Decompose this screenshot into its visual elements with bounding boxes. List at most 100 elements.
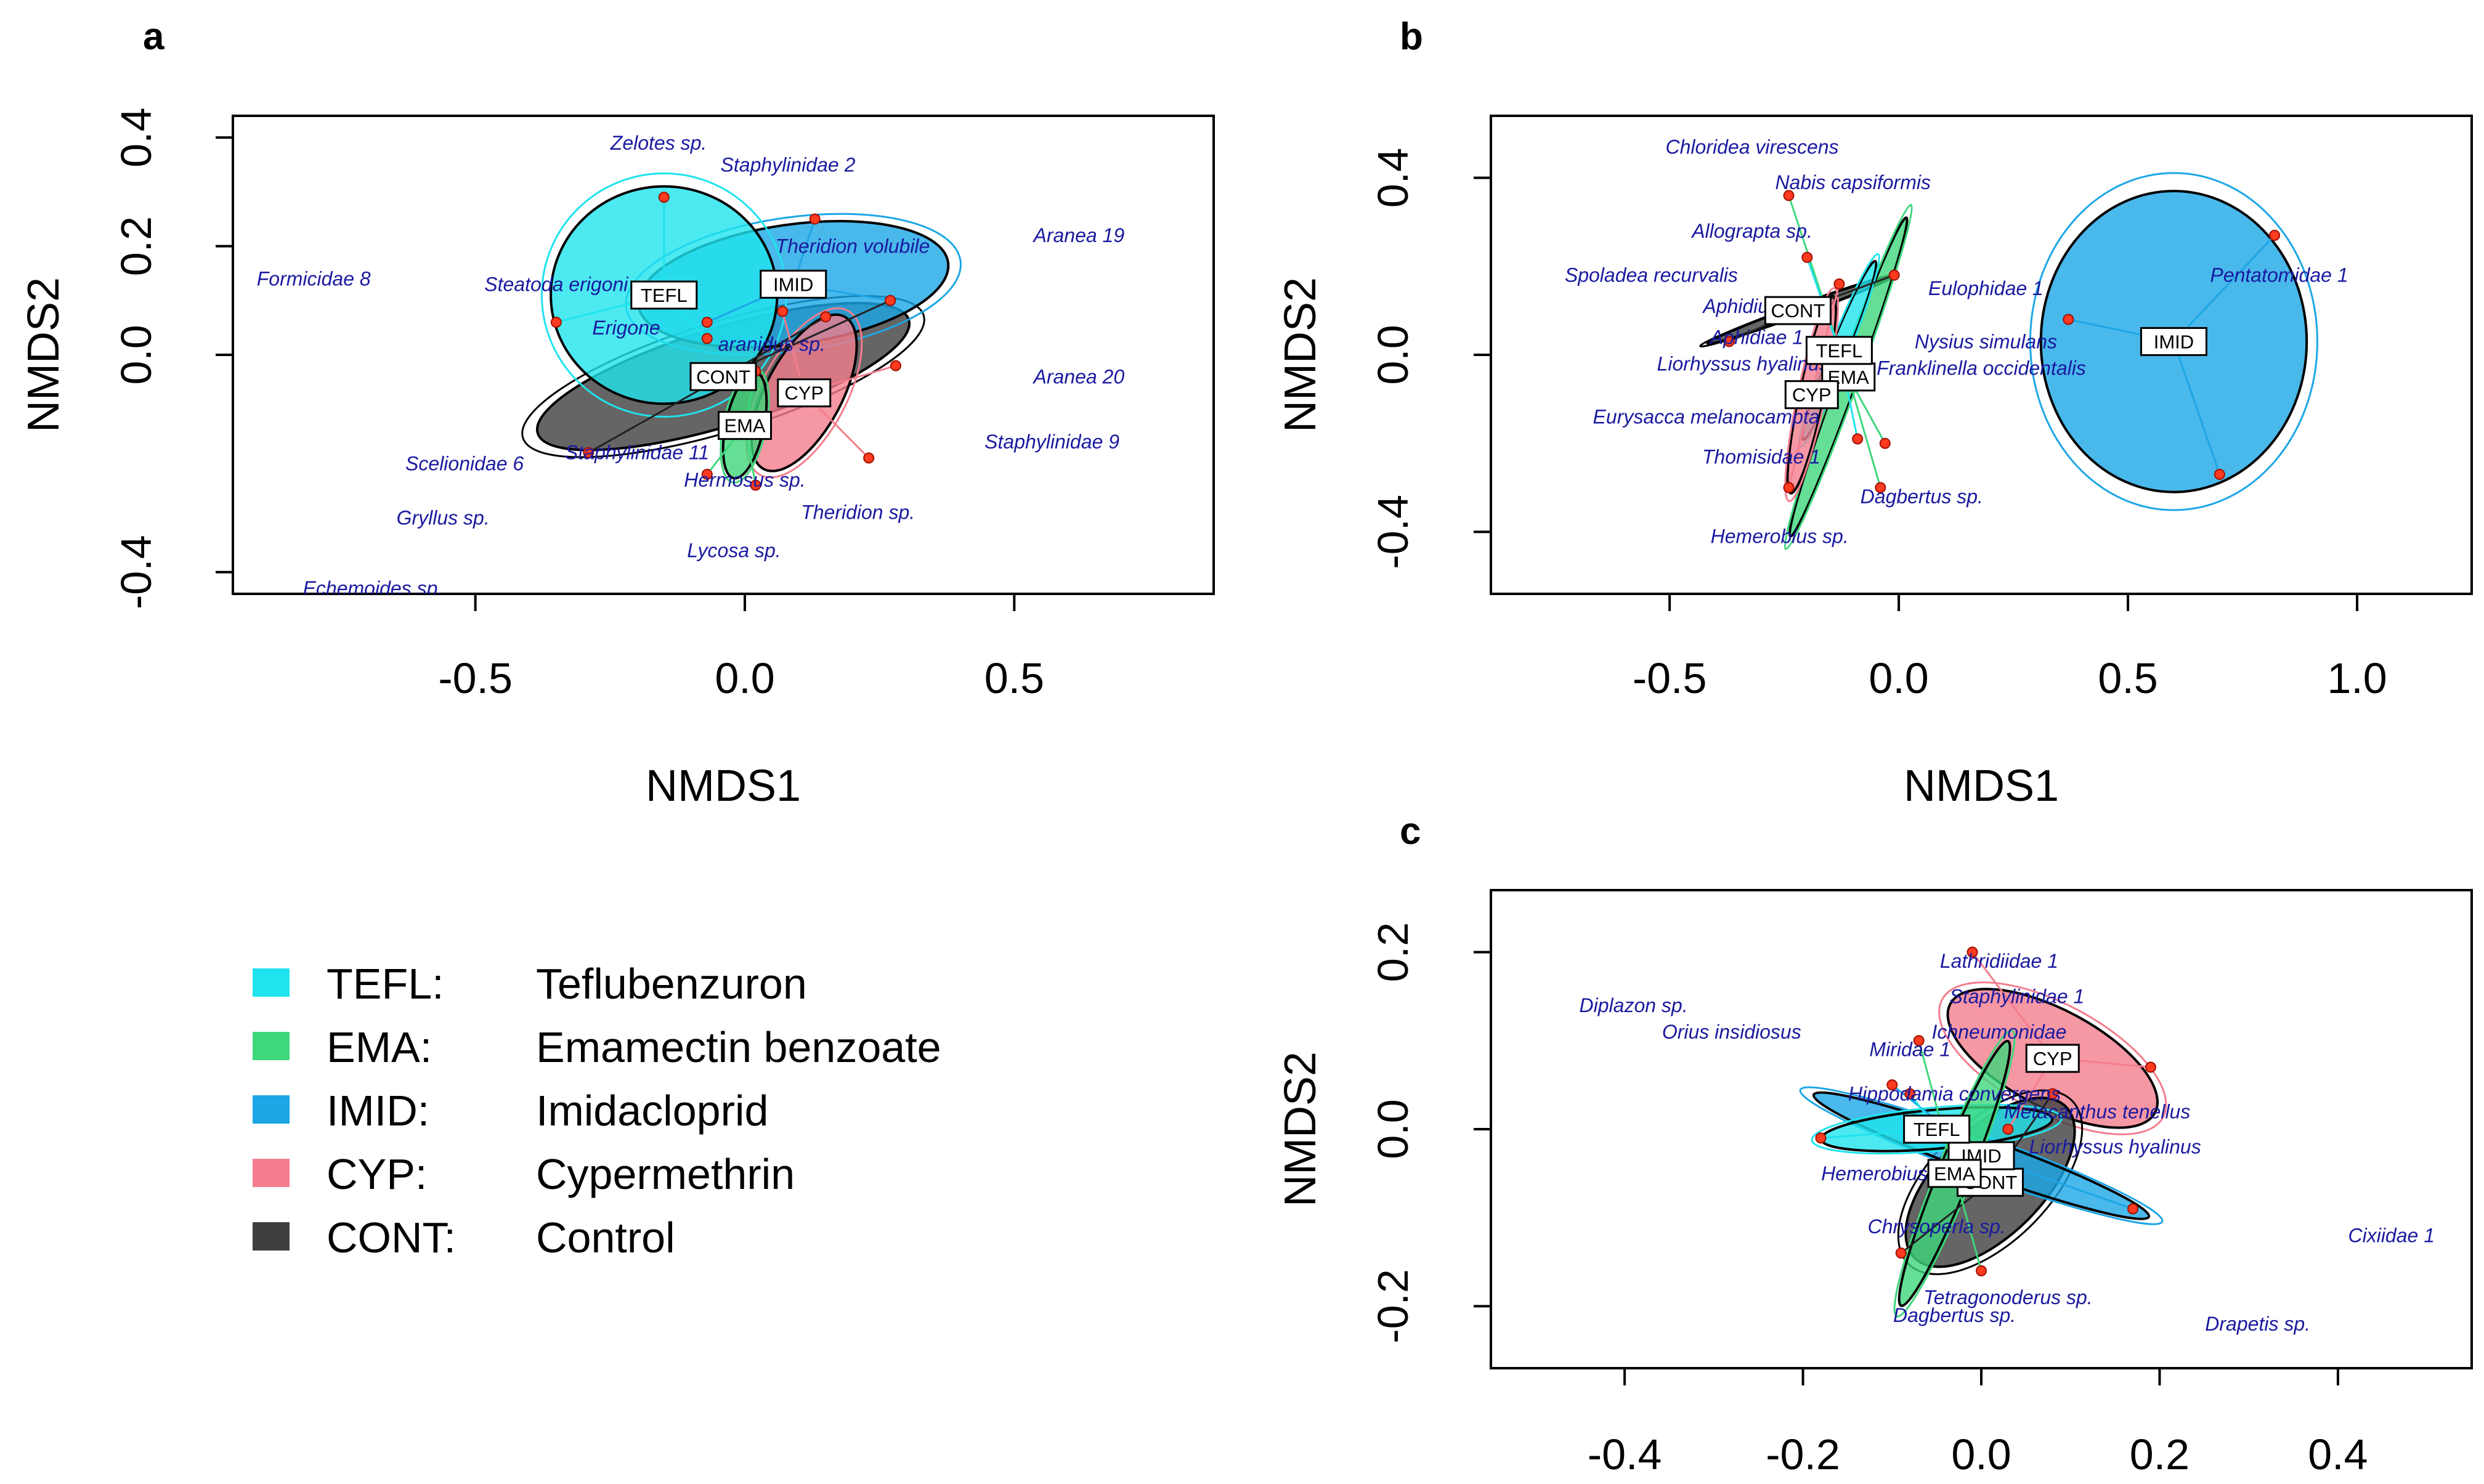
c-x-tick-label: 0.4 xyxy=(2308,1430,2368,1478)
legend-code-ema: EMA: xyxy=(327,1023,432,1071)
c-y-tick-label: 0.0 xyxy=(1369,1099,1417,1159)
legend-code-tefl: TEFL: xyxy=(327,960,444,1008)
a-species-staphylinidae-9: Staphylinidae 9 xyxy=(984,431,1119,453)
a-species-theridion-volubile: Theridion volubile xyxy=(776,235,930,257)
b-sample-point-imid xyxy=(2269,230,2281,241)
legend: TEFL: Teflubenzuron EMA: Emamectin benzo… xyxy=(253,960,941,1262)
a-group-label-box-cyp xyxy=(777,378,832,408)
panel-letter-b: b xyxy=(1400,15,1423,58)
panel-letter-a: a xyxy=(143,15,164,58)
c-species-staphylinidae-1: Staphylinidae 1 xyxy=(1949,985,2084,1007)
c-group-label-tefl: TEFL xyxy=(1914,1119,1960,1140)
a-species-steatoda-erigoni: Steatoda erigoni xyxy=(484,273,628,295)
b-species-franklinella-occidentalis: Franklinella occidentalis xyxy=(1877,357,2086,379)
panel-c: -0.4 -0.2 0.0 0.2 0.4 -0.2 0.0 0.2 NMDS2 Diplazon… xyxy=(1276,889,2473,1478)
c-group-label-ema: EMA xyxy=(1934,1163,1976,1185)
b-species-eurysacca-melanocampta: Eurysacca melanocampta xyxy=(1593,406,1820,428)
b-sample-point-imid xyxy=(2214,469,2225,480)
a-group-label-ema: EMA xyxy=(724,415,766,437)
a-plot-area: Zelotes sp. Staphylinidae 2 Aranea 19 Formi… xyxy=(257,132,1125,599)
c-y-tick-label: -0.2 xyxy=(1369,1269,1417,1344)
b-species-allograpta-sp: Allograpta sp. xyxy=(1690,220,1812,242)
b-sample-point-cont xyxy=(1888,269,1900,281)
legend-code-imid: IMID: xyxy=(327,1087,429,1135)
legend-swatch-ema xyxy=(253,1032,290,1060)
c-x-tick-label: -0.4 xyxy=(1588,1430,1662,1478)
c-sample-point-tefl xyxy=(1904,1088,1916,1100)
a-ellipse-outline-cyp xyxy=(745,307,863,479)
a-species-staphylinidae-2: Staphylinidae 2 xyxy=(721,153,856,176)
a-sample-point-tefl xyxy=(658,192,670,203)
panel-b: -0.5 0.0 0.5 1.0 -0.4 0.0 0.4 NMDS1 NMDS2 Chlorid… xyxy=(1276,115,2473,811)
c-group-label-box-ema xyxy=(1927,1159,1982,1188)
a-y-tick-label: 0.0 xyxy=(112,325,160,384)
b-sample-point-cyp xyxy=(1833,278,1845,290)
c-sample-point-imid xyxy=(2127,1203,2139,1215)
c-plot-area: Diplazon sp. Orius insidiosus Lathridiidae… xyxy=(1580,946,2435,1335)
b-y-tick-label: 0.4 xyxy=(1369,148,1417,208)
a-group-label-tefl: TEFL xyxy=(641,285,688,306)
b-species-pentatomidae-1: Pentatomidae 1 xyxy=(2210,264,2348,286)
c-sample-point-ema xyxy=(1976,1265,1987,1276)
a-x-tick-label: 0.0 xyxy=(715,654,774,702)
legend-item-cont: CONT: Control xyxy=(253,1214,675,1262)
c-species-hippodamia-convergens: Hippodamia convergens xyxy=(1848,1083,2061,1105)
b-spider-cyp xyxy=(1788,394,1813,488)
c-y-axis-title: NMDS2 xyxy=(1276,1052,1325,1207)
c-x-tick-label: 0.2 xyxy=(2130,1430,2190,1478)
a-species-lycosa-sp: Lycosa sp. xyxy=(687,539,781,561)
b-sample-point-ema xyxy=(1879,437,1891,449)
a-species-zelotes-sp: Zelotes sp. xyxy=(610,132,707,154)
c-species-metacanthus-tenellus: Metacanthus tenellus xyxy=(2004,1100,2190,1122)
a-sample-point-cont xyxy=(583,447,595,458)
a-sample-point-cyp xyxy=(777,306,789,317)
c-sample-point-cyp xyxy=(2002,1124,2014,1135)
legend-name-ema: Emamectin benzoate xyxy=(536,1023,941,1071)
a-y-tick-label: 0.2 xyxy=(112,216,160,276)
b-species-chloridea-virescens: Chloridea virescens xyxy=(1666,136,1839,158)
a-sample-point-imid xyxy=(701,317,713,328)
a-y-tick-label: -0.4 xyxy=(112,535,160,609)
b-sample-point-ema xyxy=(1783,190,1795,201)
a-group-label-imid: IMID xyxy=(773,274,813,295)
b-y-tick-label: 0.0 xyxy=(1369,325,1417,384)
b-species-nysius-simulans: Nysius simulans xyxy=(1915,330,2057,352)
a-sample-point-ema xyxy=(750,479,761,491)
a-sample-point-cyp xyxy=(890,360,901,371)
legend-name-tefl: Teflubenzuron xyxy=(536,960,807,1008)
c-group-label-cyp: CYP xyxy=(2033,1048,2072,1069)
c-sample-point-cyp xyxy=(2145,1061,2156,1073)
c-group-label-box-cyp xyxy=(2025,1044,2080,1073)
a-species-staphylinidae-11: Staphylinidae 11 xyxy=(565,442,709,464)
c-species-drapetis-sp: Drapetis sp. xyxy=(2205,1313,2310,1335)
b-spider-imid xyxy=(2173,341,2221,475)
b-spider-ema xyxy=(1847,376,1881,488)
b-species-hemerobius-sp: Hemerobius sp. xyxy=(1711,525,1849,548)
a-species-hermosus-sp: Hermosus sp. xyxy=(684,469,805,491)
c-sample-point-ema xyxy=(1913,1035,1925,1047)
b-sample-point-cyp xyxy=(1783,482,1795,493)
c-species-liorhyssus-hyalinus: Liorhyssus hyalinus xyxy=(2029,1136,2201,1158)
a-y-tick-label: 0.4 xyxy=(112,108,160,168)
legend-swatch-imid xyxy=(253,1095,290,1124)
b-species-spoladea-recurvalis: Spoladea recurvalis xyxy=(1565,264,1738,286)
a-group-label-cyp: CYP xyxy=(784,383,824,404)
b-group-label-box-cont xyxy=(1764,296,1832,325)
a-species-scelionidae-6: Scelionidae 6 xyxy=(405,452,524,474)
b-y-axis-title: NMDS2 xyxy=(1276,277,1325,432)
b-y-tick-label: -0.4 xyxy=(1369,495,1417,569)
panel-a: -0.5 0.0 0.5 -0.4 0.0 0.2 0.4 NMDS1 NMDS2 Zelotes… xyxy=(19,108,1215,811)
a-species-aranea-20: Aranea 20 xyxy=(1032,365,1124,387)
legend-item-imid: IMID: Imidacloprid xyxy=(253,1087,768,1135)
c-sample-point-tefl xyxy=(1815,1132,1827,1144)
a-sample-point-cyp xyxy=(863,452,875,464)
a-x-axis-title: NMDS1 xyxy=(646,761,801,811)
b-x-axis-title: NMDS1 xyxy=(1904,761,2059,811)
b-x-tick-label: 0.5 xyxy=(2098,654,2157,702)
b-group-label-cont: CONT xyxy=(1771,300,1825,322)
c-sample-point-imid xyxy=(1886,1079,1898,1091)
c-group-label-box-tefl xyxy=(1903,1114,1971,1144)
a-species-echemoides-sp: Echemoides sp. xyxy=(303,577,444,599)
b-x-tick-label: 1.0 xyxy=(2327,654,2387,702)
